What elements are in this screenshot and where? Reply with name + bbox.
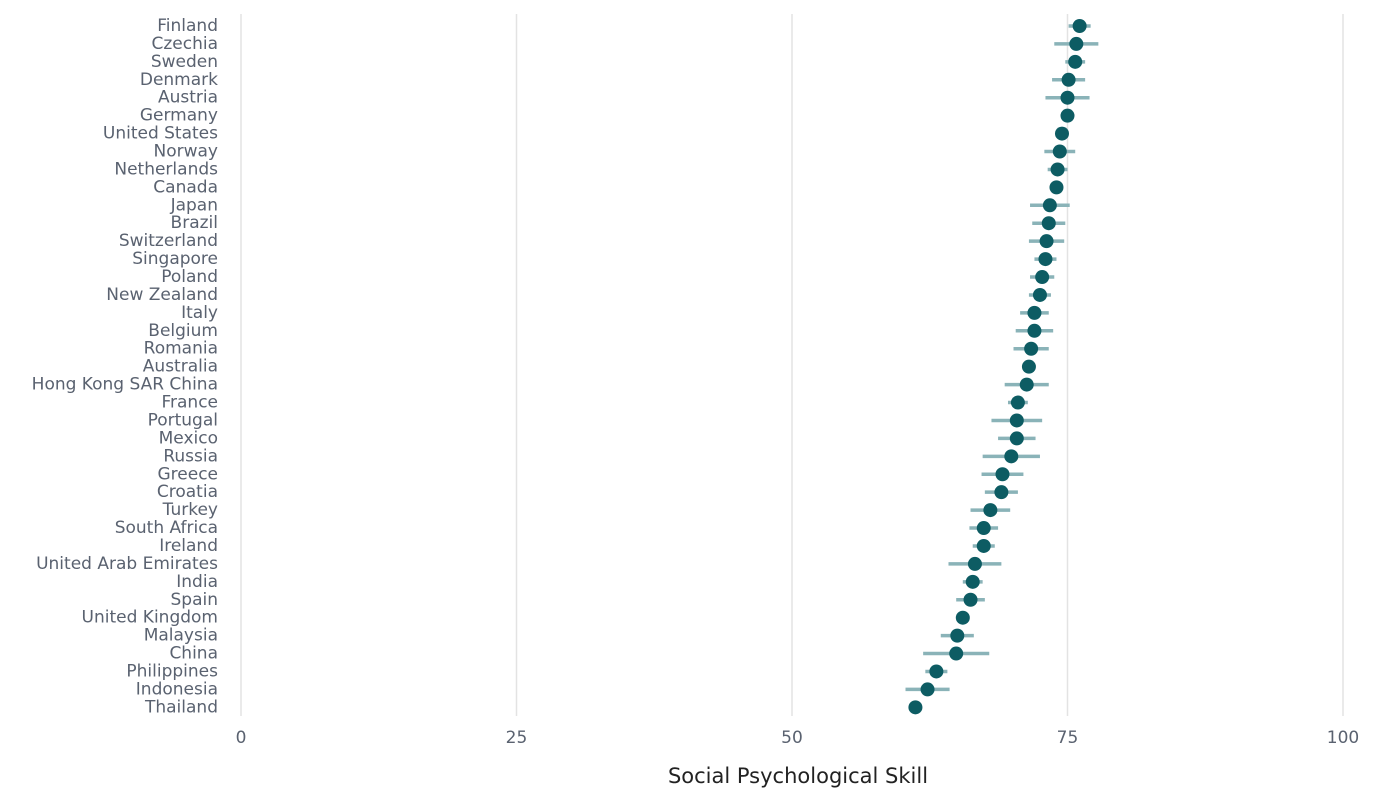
dot	[949, 646, 964, 661]
y-tick-label: New Zealand	[106, 285, 218, 305]
y-tick-label: France	[161, 393, 218, 413]
dot	[1027, 305, 1042, 320]
y-tick-label: Denmark	[140, 70, 218, 90]
dot	[1054, 126, 1069, 141]
y-tick-label: India	[176, 572, 218, 592]
y-tick-label: Croatia	[157, 482, 218, 502]
dot	[1009, 413, 1024, 428]
dot	[955, 610, 970, 625]
dot	[1061, 72, 1076, 87]
y-tick-label: Japan	[170, 195, 218, 215]
y-tick-label: Philippines	[126, 661, 218, 681]
y-tick-label: Brazil	[171, 213, 218, 233]
y-tick-label: Poland	[161, 267, 218, 287]
dot	[983, 503, 998, 518]
dot	[1039, 234, 1054, 249]
dot	[965, 574, 980, 589]
dot	[929, 664, 944, 679]
dot	[995, 467, 1010, 482]
dot	[1052, 144, 1067, 159]
y-tick-label: Indonesia	[136, 679, 218, 699]
dot	[963, 592, 978, 607]
y-tick-label: China	[169, 644, 218, 664]
y-tick-label: United Arab Emirates	[36, 554, 218, 574]
y-tick-label: Turkey	[162, 500, 218, 520]
dot	[1038, 252, 1053, 267]
dot	[1009, 431, 1024, 446]
dot	[1041, 216, 1056, 231]
y-tick-label: Romania	[144, 339, 218, 359]
y-tick-label: Sweden	[151, 52, 218, 72]
y-tick-label: Ireland	[159, 536, 218, 556]
dot	[1049, 180, 1064, 195]
x-tick-label: 50	[781, 728, 803, 748]
dot	[976, 521, 991, 536]
dot	[1035, 270, 1050, 285]
x-tick-label: 0	[236, 728, 247, 748]
y-tick-label: Greece	[157, 464, 218, 484]
y-tick-label: United Kingdom	[82, 608, 218, 628]
y-tick-label: Russia	[163, 446, 218, 466]
y-tick-label: Belgium	[148, 321, 218, 341]
y-tick-label: Thailand	[144, 697, 218, 717]
y-tick-label: South Africa	[115, 518, 218, 538]
dot	[1069, 36, 1084, 51]
dot	[1060, 90, 1075, 105]
y-tick-label: Germany	[140, 106, 218, 126]
x-tick-label: 25	[506, 728, 528, 748]
y-tick-label: Austria	[158, 88, 218, 108]
y-tick-label: Mexico	[159, 428, 218, 448]
dot	[1019, 377, 1034, 392]
dot	[1024, 341, 1039, 356]
dot	[1050, 162, 1065, 177]
y-tick-label: Czechia	[151, 34, 218, 54]
y-tick-label: Norway	[154, 142, 219, 162]
dot	[1072, 19, 1087, 33]
dot	[1068, 54, 1083, 69]
y-tick-label: Netherlands	[114, 159, 218, 179]
dot	[967, 556, 982, 571]
y-tick-label: Australia	[143, 357, 218, 377]
dot	[1027, 323, 1042, 338]
dot	[1010, 395, 1025, 410]
y-tick-label: Switzerland	[119, 231, 218, 251]
y-tick-label: Italy	[181, 303, 218, 323]
y-tick-label: Hong Kong SAR China	[32, 375, 218, 395]
y-tick-label: Spain	[171, 590, 219, 610]
y-tick-label: Finland	[157, 16, 218, 36]
dot	[1021, 359, 1036, 374]
x-axis-title: Social Psychological Skill	[668, 764, 928, 788]
dot	[908, 700, 923, 715]
y-tick-label: Malaysia	[144, 626, 218, 646]
dot	[1004, 449, 1019, 464]
dot	[920, 682, 935, 697]
dot	[1042, 198, 1057, 213]
dot	[1060, 108, 1075, 123]
x-tick-label: 75	[1057, 728, 1079, 748]
dot	[1032, 287, 1047, 302]
y-tick-label: Portugal	[148, 410, 218, 430]
y-tick-label: Canada	[153, 177, 218, 197]
y-tick-label: Singapore	[132, 249, 218, 269]
x-tick-label: 100	[1327, 728, 1359, 748]
dot	[976, 538, 991, 553]
y-tick-label: United States	[103, 124, 218, 144]
dot	[950, 628, 965, 643]
dot	[994, 485, 1009, 500]
